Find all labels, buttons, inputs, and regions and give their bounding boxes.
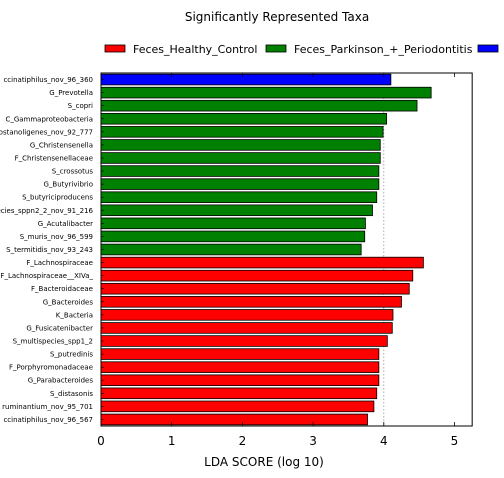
- category-label-0: ccinatiphilus_nov_96_360: [3, 76, 93, 84]
- bar-11: [100, 217, 366, 230]
- legend-label-1: Feces_Parkinson_+_Periodontitis: [294, 43, 473, 56]
- bar-9: [100, 191, 378, 203]
- category-label-8: G_Butyrivibrio: [43, 181, 93, 189]
- category-label-22: F_Porphyromonadaceae: [9, 364, 93, 372]
- category-label-4: ostanoligenes_nov_92_777: [0, 128, 93, 136]
- bar-14: [100, 256, 424, 269]
- bar-25: [100, 400, 375, 413]
- bar-4: [100, 126, 384, 138]
- bar-1: [100, 86, 432, 99]
- bar-13: [100, 243, 362, 256]
- bar-6: [100, 152, 381, 164]
- x-axis-label: LDA SCORE (log 10): [204, 455, 324, 469]
- category-label-3: C_Gammaproteobacteria: [5, 115, 93, 123]
- legend-swatch-2: [477, 44, 499, 53]
- x-tick-label-0: 0: [97, 434, 105, 448]
- category-label-1: G_Prevotella: [49, 89, 93, 97]
- bar-16: [100, 282, 410, 295]
- bar-26: [100, 413, 368, 426]
- legend-label-0: Feces_Healthy_Control: [133, 43, 257, 56]
- bar-18: [100, 309, 394, 321]
- category-label-17: G_Bacteroides: [43, 298, 94, 306]
- category-label-19: G_Fusicatenibacter: [26, 324, 93, 332]
- category-label-16: F_Bacteroidaceae: [31, 285, 93, 293]
- category-label-25: ruminantium_nov_95_701: [2, 403, 93, 411]
- category-label-2: S_copri: [68, 102, 93, 110]
- bar-8: [100, 178, 380, 190]
- category-label-7: S_crossotus: [52, 168, 94, 176]
- bar-15: [100, 269, 414, 282]
- bar-23: [100, 374, 380, 387]
- chart-title: Significantly Represented Taxa: [185, 10, 369, 24]
- bar-3: [100, 112, 388, 125]
- category-label-18: K_Bacteria: [56, 311, 93, 319]
- category-label-5: G_Christensenella: [30, 141, 93, 149]
- x-tick-label-5: 5: [451, 434, 459, 448]
- bar-7: [100, 165, 380, 177]
- category-label-10: ecies_sppn2_2_nov_91_216: [0, 207, 94, 215]
- category-label-11: G_Acutalibacter: [38, 220, 93, 228]
- bar-0: [100, 73, 392, 86]
- category-label-9: S_butyriciproducens: [22, 194, 93, 202]
- plot-area: ccinatiphilus_nov_96_360 G_Prevotella S_co…: [0, 72, 473, 448]
- category-label-21: S_putredinis: [50, 351, 93, 359]
- bar-20: [100, 335, 388, 347]
- legend-swatch-1: [265, 44, 287, 53]
- category-label-13: S_termitidis_nov_93_243: [6, 246, 93, 254]
- legend-swatch-0: [104, 44, 126, 53]
- bar-5: [100, 139, 381, 151]
- category-label-24: S_distasonis: [50, 390, 93, 398]
- category-label-14: F_Lachnospiraceae: [26, 259, 93, 267]
- bar-2: [100, 99, 418, 112]
- category-label-6: F_Christensenellaceae: [15, 154, 93, 162]
- legend: Feces_Healthy_Control Feces_Parkinson_+_P…: [104, 43, 499, 56]
- bar-24: [100, 387, 378, 400]
- x-tick-label-3: 3: [309, 434, 317, 448]
- category-label-15: F_Lachnospiraceae__XIVa_: [0, 272, 93, 280]
- bar-21: [100, 348, 380, 360]
- category-label-20: S_multispecies_spp1_2: [13, 338, 93, 346]
- x-tick-label-4: 4: [380, 434, 388, 448]
- x-tick-label-2: 2: [239, 434, 247, 448]
- bar-12: [100, 230, 366, 243]
- category-label-12: S_muris_nov_96_599: [20, 233, 93, 241]
- x-tick-label-1: 1: [168, 434, 176, 448]
- bar-22: [100, 361, 380, 373]
- category-label-23: G_Parabacteroides: [28, 377, 94, 385]
- bar-10: [100, 204, 373, 217]
- bar-17: [100, 296, 402, 308]
- category-label-26: ccinatiphilus_nov_96_567: [3, 416, 93, 424]
- bar-19: [100, 322, 393, 334]
